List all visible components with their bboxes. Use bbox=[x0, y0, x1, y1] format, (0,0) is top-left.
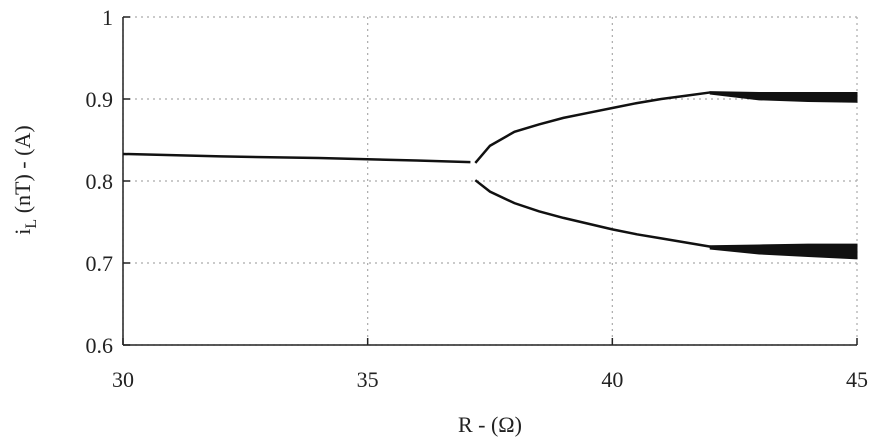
branch-line bbox=[122, 152, 471, 164]
x-tick-label: 30 bbox=[112, 367, 134, 392]
y-axis-label: iL (nT) - (A) bbox=[10, 125, 40, 234]
y-tick-label: 1 bbox=[102, 5, 113, 30]
x-axis-label: R - (Ω) bbox=[458, 412, 522, 437]
x-tick-label: 45 bbox=[846, 367, 868, 392]
y-label-main: i bbox=[10, 229, 35, 235]
x-tick-label: 35 bbox=[357, 367, 379, 392]
branch-line bbox=[474, 179, 711, 248]
chaotic-band bbox=[709, 91, 858, 103]
y-tick-label: 0.7 bbox=[86, 251, 114, 276]
branch-line bbox=[474, 91, 711, 164]
y-tick-label: 0.8 bbox=[86, 169, 114, 194]
y-tick-label: 0.6 bbox=[86, 333, 114, 358]
chaotic-band bbox=[709, 243, 858, 260]
x-tick-label: 40 bbox=[601, 367, 623, 392]
y-tick-label: 0.9 bbox=[86, 87, 114, 112]
y-label-sub: L bbox=[23, 219, 40, 229]
y-label-rest: (nT) - (A) bbox=[10, 125, 35, 218]
